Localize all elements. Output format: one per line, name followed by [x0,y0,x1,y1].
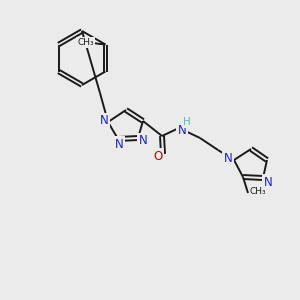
Text: O: O [153,149,163,163]
Text: N: N [115,137,123,151]
Text: N: N [139,134,147,148]
Text: CH₃: CH₃ [77,38,94,47]
Text: N: N [264,176,272,188]
Text: H: H [183,117,191,127]
Text: N: N [224,152,232,164]
Text: CH₃: CH₃ [250,188,266,196]
Text: N: N [178,124,186,136]
Text: N: N [100,115,108,128]
